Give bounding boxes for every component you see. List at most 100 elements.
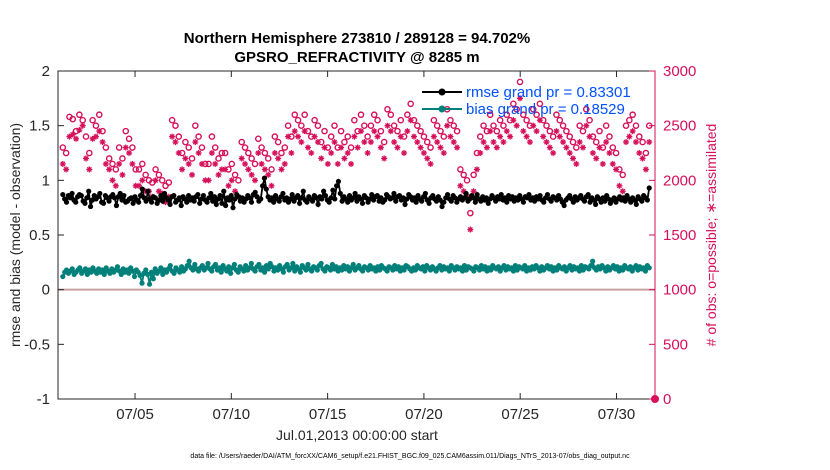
obs-assimilated-point [401, 150, 408, 156]
asterisk-stroke [252, 177, 258, 183]
obs-possible-point [394, 127, 401, 135]
bias-point [265, 266, 271, 272]
rmse-point [633, 201, 639, 207]
rmse-point [548, 198, 554, 204]
asterisk-stroke [335, 161, 341, 167]
rmse-point [160, 198, 166, 204]
asterisk-stroke [587, 134, 593, 140]
asterisk-stroke [325, 161, 331, 167]
asterisk-stroke [391, 139, 397, 145]
rmse-point [413, 199, 419, 205]
asterisk-stroke [331, 139, 338, 145]
obs-assimilated-point [198, 160, 205, 167]
asterisk-stroke [474, 166, 480, 172]
obs-possible-point [622, 122, 630, 129]
obs-possible-point [155, 171, 163, 179]
obs-possible-point [172, 122, 179, 129]
obs-assimilated-point [268, 182, 275, 189]
asterisk-stroke [129, 161, 135, 167]
obs-possible-point [86, 149, 93, 157]
obs-possible-point [457, 166, 464, 173]
y-right-tick-label: 0 [663, 391, 671, 408]
obs-assimilated-point [69, 131, 76, 138]
obs-possible-point [632, 122, 640, 129]
obs-possible-point [563, 127, 570, 135]
asterisk-stroke [388, 128, 394, 134]
rmse-point [178, 202, 184, 209]
obs-possible-point [62, 149, 70, 157]
obs-possible-point [139, 160, 146, 168]
obs-possible-point [430, 116, 438, 124]
obs-possible-point [437, 127, 444, 135]
asterisk-stroke [302, 128, 308, 134]
asterisk-stroke [318, 155, 324, 162]
rmse-point [474, 191, 480, 198]
obs-assimilated-point [543, 139, 550, 146]
obs-assimilated-point [364, 150, 371, 156]
obs-possible-point [433, 122, 441, 129]
rmse-point [581, 198, 588, 204]
obs-possible-point [609, 144, 617, 151]
obs-assimilated-point [169, 133, 176, 140]
asterisk-stroke [573, 161, 579, 167]
rmse-point [208, 190, 214, 197]
obs-possible-point [188, 155, 196, 162]
bias-point [167, 263, 173, 269]
obs-possible-point [95, 111, 103, 119]
obs-assimilated-point [136, 182, 143, 189]
asterisk-stroke [119, 172, 126, 178]
obs-assimilated-point [589, 150, 596, 156]
asterisk-stroke [116, 161, 122, 167]
obs-possible-point [248, 155, 255, 162]
bias-point [146, 281, 153, 287]
obs-possible-point [420, 133, 428, 140]
rmse-point [472, 199, 478, 205]
rmse-point [87, 203, 94, 210]
obs-possible-point [158, 177, 166, 184]
y-left-tick-label: 1 [42, 172, 50, 189]
obs-assimilated-point [387, 128, 394, 135]
obs-assimilated-point [288, 150, 295, 156]
obs-possible-point [92, 122, 100, 129]
obs-assimilated-point [477, 150, 484, 156]
bias-point [114, 264, 121, 270]
asterisk-stroke [534, 128, 540, 134]
obs-assimilated-point [328, 150, 335, 156]
obs-possible-point [327, 133, 335, 140]
rmse-point [252, 189, 258, 195]
obs-possible-point [486, 111, 494, 119]
asterisk-stroke [265, 172, 271, 178]
obs-possible-point [407, 100, 414, 108]
bias-point [192, 261, 198, 268]
bias-point [488, 267, 494, 273]
asterisk-stroke [206, 177, 212, 183]
obs-possible-point [337, 127, 345, 135]
obs-possible-point [129, 144, 136, 151]
asterisk-stroke [557, 134, 563, 140]
obs-assimilated-point [301, 128, 308, 135]
obs-possible-point [480, 122, 487, 129]
obs-possible-point [281, 144, 289, 151]
rmse-point [644, 197, 650, 203]
obs-assimilated-point [357, 128, 364, 135]
bias-point [260, 265, 266, 271]
asterisk-stroke [477, 150, 483, 156]
obs-possible-point [238, 138, 246, 146]
obs-possible-point [467, 209, 474, 217]
obs-assimilated-point [351, 133, 358, 140]
obs-possible-point [440, 133, 448, 140]
obs-assimilated-point [536, 117, 543, 124]
obs-possible-point [404, 111, 411, 119]
obs-possible-point [122, 127, 130, 135]
asterisk-stroke [96, 128, 102, 134]
obs-assimilated-point [261, 166, 268, 173]
rmse-point [631, 197, 638, 203]
obs-assimilated-point [520, 128, 527, 135]
obs-assimilated-point [245, 166, 252, 173]
rmse-point [200, 193, 207, 199]
obs-possible-point [390, 122, 398, 129]
rmse-point [82, 200, 88, 206]
obs-assimilated-point [424, 155, 431, 162]
obs-possible-point [364, 133, 371, 140]
bias-point [212, 261, 219, 268]
